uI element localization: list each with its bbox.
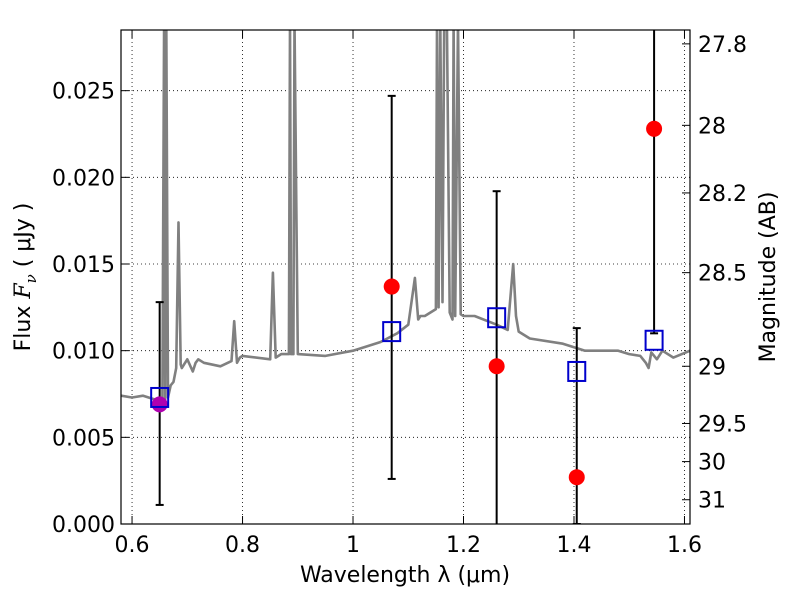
y-axis-label: Flux Fν ( μJy ) xyxy=(11,203,40,352)
plot-frame xyxy=(120,29,691,525)
y-tick-label: 0.025 xyxy=(52,80,115,105)
y-axis-label-sub: ν xyxy=(22,274,40,283)
model-point xyxy=(487,307,507,329)
observed-point xyxy=(568,469,585,486)
y-tick-label: 0.020 xyxy=(52,166,115,191)
y2-tick-label: 28 xyxy=(698,114,726,139)
spectrum-line xyxy=(121,30,690,403)
y-tick-label: 0.005 xyxy=(52,426,115,451)
x-axis: 0.6 0.8 1 1.2 1.4 1.6 xyxy=(115,30,702,558)
observed-point xyxy=(488,358,505,375)
x-tick-label: 1 xyxy=(346,533,360,558)
y2-tick-label: 31 xyxy=(698,489,726,514)
observed-point xyxy=(151,396,168,413)
y-axis-label-math: F xyxy=(11,283,36,300)
y-axis-label-unit: ( μJy ) xyxy=(11,203,36,275)
y2-tick-label: 28.5 xyxy=(698,262,747,287)
observed-point xyxy=(646,120,663,137)
model-point xyxy=(382,321,402,343)
x-tick-label: 0.8 xyxy=(225,533,260,558)
spectrum-layer xyxy=(121,30,690,403)
model-point xyxy=(567,360,587,382)
y2-tick-label: 29.5 xyxy=(698,412,747,437)
marker-layer xyxy=(150,120,664,486)
x-tick-label: 0.6 xyxy=(115,533,150,558)
y2-axis-label: Magnitude (AB) xyxy=(756,192,781,363)
y2-tick-label: 30 xyxy=(698,451,726,476)
x-tick-label: 1.2 xyxy=(446,533,481,558)
y2-tick-label: 27.8 xyxy=(698,33,747,58)
observed-point xyxy=(383,278,400,295)
model-point xyxy=(150,386,170,408)
y-axis-label-text: Flux xyxy=(11,299,36,352)
x-tick-label: 1.6 xyxy=(667,533,702,558)
y2-tick-label: 29 xyxy=(698,355,726,380)
x-tick-label: 1.4 xyxy=(556,533,591,558)
y-axis: 0.000 0.005 0.010 0.015 0.020 0.025 xyxy=(52,80,129,538)
y2-axis: 27.8 28 28.2 28.5 29 29.5 30 31 xyxy=(682,33,747,514)
y2-tick-label: 28.2 xyxy=(698,182,747,207)
y-tick-label: 0.015 xyxy=(52,253,115,278)
model-point xyxy=(644,329,664,351)
y-tick-label: 0.010 xyxy=(52,340,115,365)
x-axis-label: Wavelength λ (μm) xyxy=(300,563,510,588)
y-tick-label: 0.000 xyxy=(52,513,115,538)
